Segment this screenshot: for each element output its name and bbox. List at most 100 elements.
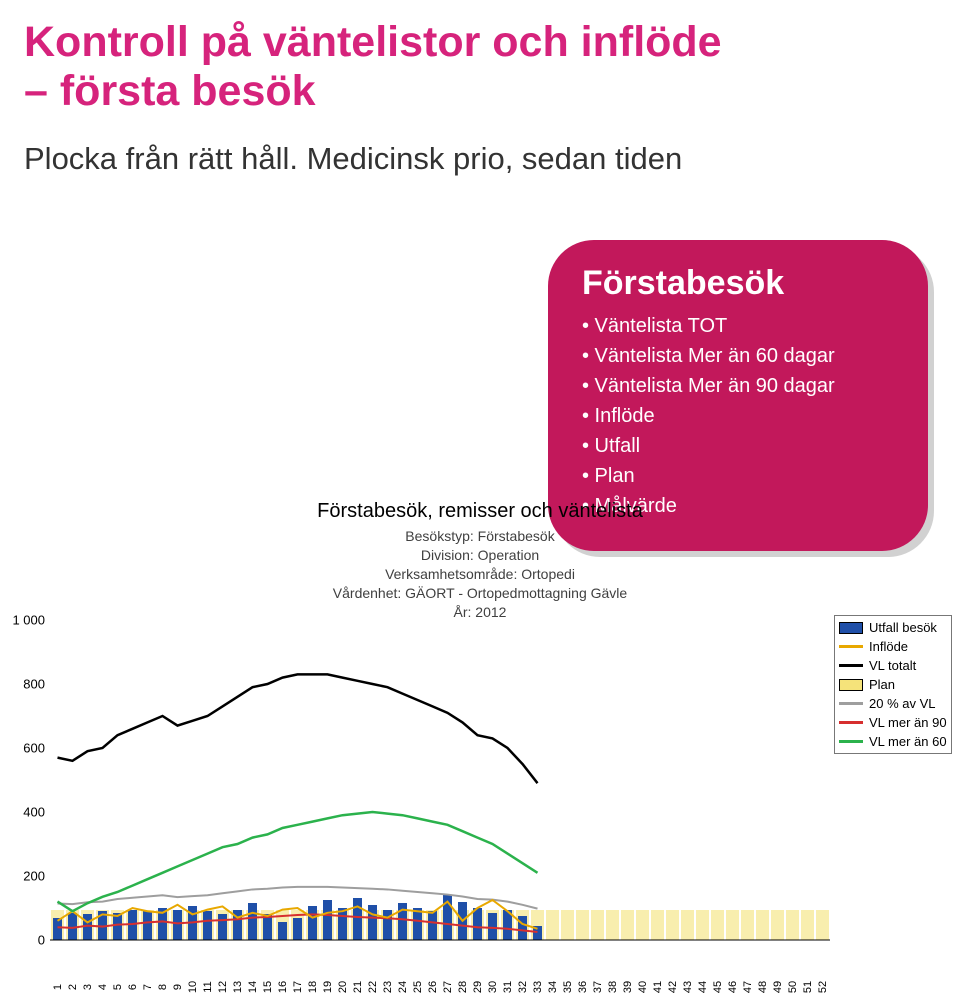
legend-label: VL mer än 60 xyxy=(869,734,947,749)
legend-swatch xyxy=(839,645,863,648)
legend-row: Inflöde xyxy=(835,637,951,656)
x-tick-label: 18 xyxy=(307,981,319,993)
x-tick-label: 45 xyxy=(712,981,724,993)
page-title: Kontroll på väntelistor och inflöde – fö… xyxy=(0,0,960,117)
x-tick-label: 27 xyxy=(442,981,454,993)
legend-swatch xyxy=(839,664,863,667)
chart-meta-line: År: 2012 xyxy=(0,603,960,622)
callout-item: • Inflöde xyxy=(582,401,894,431)
chart-meta-line: Verksamhetsområde: Ortopedi xyxy=(0,565,960,584)
x-tick-label: 24 xyxy=(397,981,409,993)
x-tick-label: 38 xyxy=(607,981,619,993)
chart-meta-line: Besökstyp: Förstabesök xyxy=(0,527,960,546)
callout-item: • Väntelista TOT xyxy=(582,311,894,341)
callout-item: • Väntelista Mer än 90 dagar xyxy=(582,371,894,401)
x-tick-label: 25 xyxy=(412,981,424,993)
legend-swatch xyxy=(839,622,863,634)
x-tick-label: 34 xyxy=(547,981,559,993)
y-tick-label: 600 xyxy=(0,741,45,756)
callout-item: • Väntelista Mer än 60 dagar xyxy=(582,341,894,371)
x-tick-label: 2 xyxy=(67,984,79,990)
legend-swatch xyxy=(839,679,863,691)
legend-label: VL mer än 90 xyxy=(869,715,947,730)
chart-legend: Utfall besök Inflöde VL totalt Plan 20 % av … xyxy=(834,615,952,754)
x-tick-label: 47 xyxy=(742,981,754,993)
callout-item: • Utfall xyxy=(582,431,894,461)
x-tick-label: 41 xyxy=(652,981,664,993)
chart-meta: Förstabesök, remisser och väntelista Bes… xyxy=(0,500,960,621)
x-tick-label: 14 xyxy=(247,981,259,993)
y-tick-label: 400 xyxy=(0,805,45,820)
x-tick-label: 22 xyxy=(367,981,379,993)
subtitle: Plocka från rätt håll. Medicinsk prio, s… xyxy=(0,117,960,177)
legend-label: 20 % av VL xyxy=(869,696,936,711)
x-tick-label: 39 xyxy=(622,981,634,993)
x-tick-label: 40 xyxy=(637,981,649,993)
x-tick-label: 15 xyxy=(262,981,274,993)
legend-row: VL mer än 60 xyxy=(835,732,951,751)
x-tick-label: 8 xyxy=(157,984,169,990)
x-tick-label: 13 xyxy=(232,981,244,993)
x-tick-label: 7 xyxy=(142,984,154,990)
legend-swatch xyxy=(839,740,863,743)
chart-lines xyxy=(50,620,830,940)
x-tick-label: 19 xyxy=(322,981,334,993)
x-tick-label: 9 xyxy=(172,984,184,990)
x-tick-label: 10 xyxy=(187,981,199,993)
x-tick-label: 36 xyxy=(577,981,589,993)
chart-title: Förstabesök, remisser och väntelista xyxy=(0,500,960,523)
x-tick-label: 26 xyxy=(427,981,439,993)
legend-row: Utfall besök xyxy=(835,618,951,637)
x-tick-label: 33 xyxy=(532,981,544,993)
title-line1: Kontroll på väntelistor och inflöde xyxy=(24,18,722,66)
x-tick-label: 21 xyxy=(352,981,364,993)
legend-row: Plan xyxy=(835,675,951,694)
chart-meta-line: Division: Operation xyxy=(0,546,960,565)
x-tick-label: 30 xyxy=(487,981,499,993)
x-tick-label: 31 xyxy=(502,981,514,993)
x-tick-label: 4 xyxy=(97,984,109,990)
x-tick-label: 23 xyxy=(382,981,394,993)
chart-line xyxy=(58,674,538,783)
legend-row: VL mer än 90 xyxy=(835,713,951,732)
x-tick-label: 52 xyxy=(817,981,829,993)
x-tick-label: 46 xyxy=(727,981,739,993)
x-tick-label: 48 xyxy=(757,981,769,993)
legend-row: 20 % av VL xyxy=(835,694,951,713)
chart-container: 02004006008001 0001234567891011121314151… xyxy=(0,620,960,975)
x-tick-label: 1 xyxy=(52,984,64,990)
legend-row: VL totalt xyxy=(835,656,951,675)
x-tick-label: 43 xyxy=(682,981,694,993)
x-tick-label: 5 xyxy=(112,984,124,990)
x-tick-label: 29 xyxy=(472,981,484,993)
callout-items: • Väntelista TOT• Väntelista Mer än 60 d… xyxy=(582,311,894,521)
legend-label: Plan xyxy=(869,677,895,692)
chart-meta-line: Vårdenhet: GÄORT - Ortopedmottagning Gäv… xyxy=(0,584,960,603)
callout-item: • Plan xyxy=(582,461,894,491)
x-tick-label: 20 xyxy=(337,981,349,993)
x-tick-label: 42 xyxy=(667,981,679,993)
x-tick-label: 50 xyxy=(787,981,799,993)
x-tick-label: 6 xyxy=(127,984,139,990)
x-tick-label: 3 xyxy=(82,984,94,990)
x-tick-label: 51 xyxy=(802,981,814,993)
x-tick-label: 44 xyxy=(697,981,709,993)
x-tick-label: 49 xyxy=(772,981,784,993)
x-tick-label: 16 xyxy=(277,981,289,993)
callout-title: Förstabesök xyxy=(582,264,894,303)
y-tick-label: 0 xyxy=(0,933,45,948)
x-tick-label: 17 xyxy=(292,981,304,993)
x-tick-label: 32 xyxy=(517,981,529,993)
legend-swatch xyxy=(839,702,863,705)
legend-label: VL totalt xyxy=(869,658,916,673)
chart-plot xyxy=(50,620,830,940)
y-tick-label: 1 000 xyxy=(0,613,45,628)
legend-label: Inflöde xyxy=(869,639,908,654)
legend-label: Utfall besök xyxy=(869,620,937,635)
x-tick-label: 28 xyxy=(457,981,469,993)
y-tick-label: 800 xyxy=(0,677,45,692)
y-tick-label: 200 xyxy=(0,869,45,884)
x-tick-label: 12 xyxy=(217,981,229,993)
x-tick-label: 11 xyxy=(202,981,214,992)
x-tick-label: 35 xyxy=(562,981,574,993)
